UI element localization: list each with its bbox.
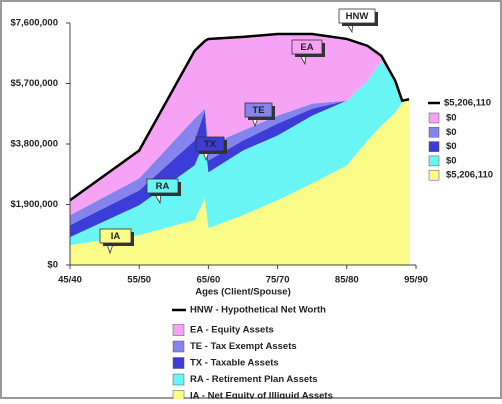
callout-label: TX bbox=[204, 139, 217, 150]
end-label: $5,206,110 bbox=[446, 170, 493, 181]
y-tick-label: $7,600,000 bbox=[10, 18, 58, 29]
legend-label: TX - Taxable Assets bbox=[190, 358, 279, 369]
legend-swatch bbox=[172, 340, 185, 353]
callout-box bbox=[291, 39, 323, 55]
legend-swatch bbox=[172, 390, 185, 402]
callout-box bbox=[244, 102, 273, 118]
callout-box bbox=[99, 228, 132, 244]
x-tick-label: 85/80 bbox=[335, 275, 359, 286]
end-label: $5,206,110 bbox=[444, 98, 491, 109]
area bbox=[70, 99, 410, 265]
x-tick-label: 45/40 bbox=[58, 275, 82, 286]
end-label: $0 bbox=[446, 141, 457, 152]
end-swatch bbox=[428, 112, 440, 124]
legend-swatch bbox=[172, 324, 185, 336]
legend-label: TE - Tax Exempt Assets bbox=[190, 341, 297, 352]
end-label: $0 bbox=[446, 113, 457, 124]
callout-label: RA bbox=[156, 181, 170, 192]
legend-label: RA - Retirement Plan Assets bbox=[190, 374, 318, 385]
legend-swatch bbox=[172, 373, 185, 386]
area bbox=[70, 60, 410, 246]
callout-label: EA bbox=[300, 42, 313, 53]
legend-label: IA - Net Equity of Illiquid Assets bbox=[190, 391, 333, 399]
x-tick-label: 55/50 bbox=[127, 275, 151, 286]
callout-label: IA bbox=[111, 231, 121, 242]
y-tick-label: $1,900,000 bbox=[10, 199, 58, 210]
callout-label: TE bbox=[252, 105, 264, 116]
x-tick-label: 65/60 bbox=[197, 275, 221, 286]
legend-label: EA - Equity Assets bbox=[190, 325, 274, 336]
callout-box bbox=[146, 178, 179, 194]
x-tick-label: 75/70 bbox=[266, 275, 290, 286]
x-tick-label: 95/90 bbox=[404, 275, 428, 286]
y-tick-label: $5,700,000 bbox=[10, 78, 58, 89]
end-swatch bbox=[428, 127, 440, 138]
end-swatch bbox=[428, 141, 440, 152]
area bbox=[70, 33, 410, 216]
end-swatch bbox=[428, 169, 440, 181]
end-label: $0 bbox=[446, 155, 457, 166]
legend-swatch bbox=[172, 357, 185, 369]
y-tick-label: $0 bbox=[47, 260, 58, 271]
callout-label: HNW bbox=[346, 11, 369, 22]
end-label: $0 bbox=[446, 127, 457, 138]
x-axis-label: Ages (Client/Spouse) bbox=[195, 287, 291, 298]
callout-box bbox=[195, 136, 225, 152]
net-worth-line bbox=[69, 32, 410, 202]
y-tick-label: $3,800,000 bbox=[10, 139, 58, 150]
end-swatch bbox=[428, 155, 440, 167]
legend-label: HNW - Hypothetical Net Worth bbox=[190, 305, 326, 316]
callout-box bbox=[338, 8, 376, 24]
